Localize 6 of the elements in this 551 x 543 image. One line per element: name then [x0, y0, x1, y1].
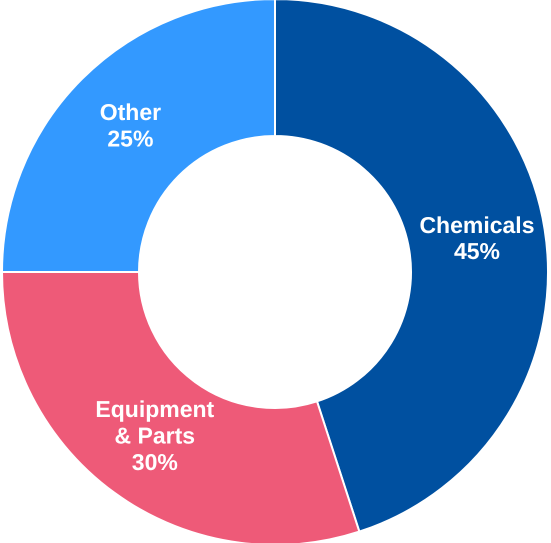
slice-label: Other — [100, 99, 162, 126]
slice-label: Equipment & Parts — [95, 396, 215, 449]
data-label: 45% — [454, 238, 500, 264]
slice-label: Chemicals — [419, 212, 535, 238]
data-label: 30% — [132, 448, 178, 475]
data-label: 25% — [107, 126, 154, 152]
